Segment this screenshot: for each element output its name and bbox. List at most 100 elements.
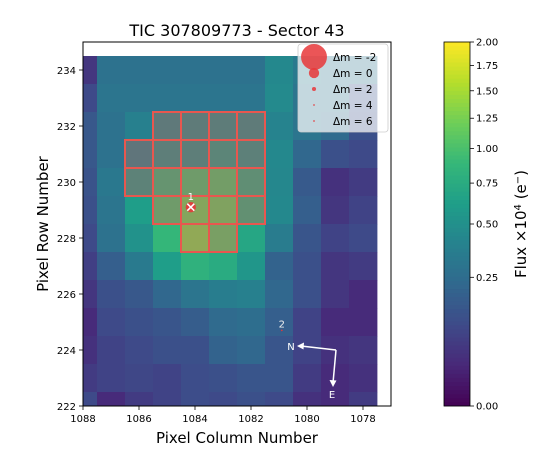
colorbar-tick-label: 1.25 [476,114,498,125]
heatmap-cell [265,364,294,393]
heatmap-cell [265,392,294,406]
heatmap-cell [349,336,378,365]
aperture-pixel [208,223,238,253]
heatmap-cell [83,140,98,169]
colorbar-segment [444,280,470,285]
chart-title: TIC 307809773 - Sector 43 [128,21,344,40]
x-tick-label: 1080 [294,414,319,425]
x-axis-label: Pixel Column Number [156,429,319,447]
colorbar-segment [444,122,470,128]
heatmap-cell [83,364,98,393]
heatmap-cell [237,364,266,393]
heatmap-cell [125,336,154,365]
heatmap-cell [181,336,210,365]
heatmap-cell [237,224,266,253]
colorbar-segment [444,264,470,269]
colorbar-segment [444,86,470,91]
heatmap-cell [293,364,322,393]
heatmap-cell [265,84,294,113]
heatmap-cell [237,392,266,406]
colorbar-segment [444,284,470,290]
heatmap-cell [83,252,98,281]
aperture-pixel [236,111,266,141]
colorbar-segment [444,304,470,310]
aperture-pixel [208,139,238,169]
colorbar-segment [444,211,470,217]
colorbar-segment [444,381,470,387]
heatmap-cell [349,140,378,169]
legend-entry-label: Δm = 4 [333,100,373,112]
legend-marker [308,67,320,79]
colorbar-segment [444,175,470,180]
colorbar-segment [444,74,470,79]
colorbar-segment [444,332,470,338]
colorbar-segment [444,320,470,326]
colorbar-segment [444,118,470,124]
colorbar-segment [444,179,470,184]
heatmap-cell [265,280,294,309]
north-arrowhead [297,342,304,350]
heatmap-cell [83,392,98,406]
heatmap-cell [83,224,98,253]
heatmap-cell [83,196,98,225]
colorbar-segment [444,163,470,168]
colorbar-segment [444,397,470,403]
colorbar-segment [444,146,470,152]
colorbar-segment [444,114,470,120]
source-markers: 12 [185,192,285,332]
heatmap-cell [321,224,350,253]
north-label: N [287,342,294,353]
heatmap-cell [293,392,322,406]
heatmap-cell [321,252,350,281]
heatmap-cell [237,56,266,85]
colorbar-segment [444,361,470,366]
heatmap-cell [209,364,238,393]
colorbar-segment [444,393,470,399]
colorbar-segment [444,328,470,334]
heatmap-cell [97,392,126,406]
legend-entry-label: Δm = -2 [333,52,376,64]
heatmap-cell [97,280,126,309]
x-tick-label: 1086 [126,414,151,425]
aperture-pixel [152,139,182,169]
heatmap-cell [153,196,182,225]
heatmap-cell [153,112,182,141]
heatmap-cell [97,336,126,365]
heatmap-cell [153,308,182,337]
heatmap-cell [237,280,266,309]
heatmap-cell [237,336,266,365]
colorbar-segment [444,126,470,132]
colorbar-segment [444,138,470,144]
heatmap-cell [125,196,154,225]
colorbar-segment [444,365,470,370]
colorbar-segment [444,142,470,148]
heatmap-cell [153,364,182,393]
heatmap-cell [265,252,294,281]
heatmap-cell [349,196,378,225]
colorbar-segment [444,158,470,164]
heatmap-cell [125,308,154,337]
heatmap-cell [83,112,98,141]
colorbar-segment [444,134,470,140]
heatmap-cell [293,140,322,169]
heatmap-cell [125,280,154,309]
x-tick-label: 1084 [182,414,207,425]
source-label: 1 [188,192,194,203]
heatmap-cell [349,308,378,337]
heatmap-cell [125,252,154,281]
legend: Δm = -2 Δm = 0 Δm = 2 Δm = 4 Δm = 6 [297,43,389,133]
colorbar-segment [444,235,470,241]
heatmap-cell [153,84,182,113]
colorbar: 0.00 0.25 0.50 0.75 1.00 1.25 1.50 1.75 2.00 [443,38,498,413]
heatmap-cell [293,308,322,337]
heatmap-cell [181,280,210,309]
y-tick-label: 226 [57,290,76,301]
heatmap-cell [125,112,154,141]
aperture-pixel [152,111,182,141]
heatmap-cell [209,308,238,337]
heatmap-cell [97,168,126,197]
colorbar-segment [444,203,470,209]
colorbar-tick-label: 0.50 [476,220,498,231]
colorbar-segment [444,219,470,225]
heatmap-cell [181,252,210,281]
